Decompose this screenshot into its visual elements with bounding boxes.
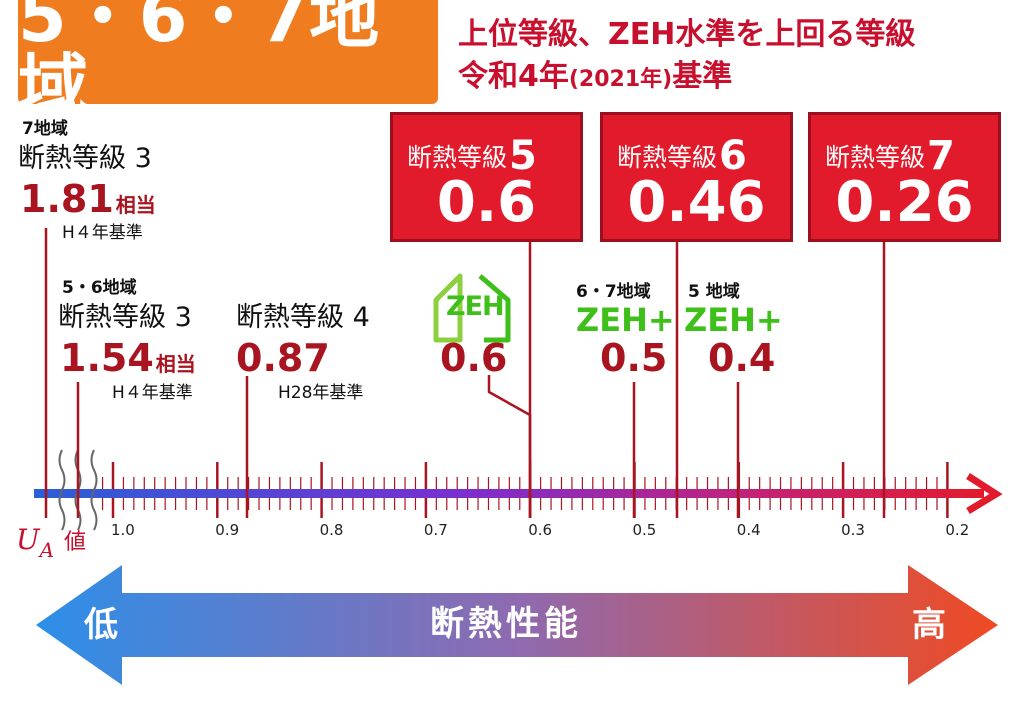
r7-value: 1.81 相当 [20,180,156,218]
zeh67-label: ZEH+ [576,301,675,339]
grade-box-5-title: 断熱等級5 [407,133,537,179]
r56-value: 1.54 相当 [60,339,196,377]
pointer-lines [44,228,886,518]
grade-box-5-number: 5 [509,133,537,179]
ua-axis-arrowhead [966,473,1003,514]
zeh-value: 0.6 [440,336,508,380]
grade-box-5-value: 0.6 [436,170,537,235]
grade-box-6: 断熱等級6 0.46 [600,112,793,242]
axis-tick-label: 1.0 [111,521,135,539]
zeh5-value: 0.4 [708,336,776,380]
axis-tick-label: 0.5 [632,521,657,539]
grade-box-7-label: 断熱等級 [825,143,926,172]
grade-box-5: 断熱等級5 0.6 [390,112,583,242]
grade-box-6-value: 0.46 [627,170,766,235]
grade-box-6-label: 断熱等級 [617,143,718,172]
zeh-house-icon [433,273,511,343]
performance-arrow [36,565,998,685]
ua-symbol-main: U [16,523,40,556]
ua-suffix: 値 [64,530,87,555]
r7-region: 7地域 [22,119,68,139]
axis-tick-label: 0.9 [215,521,240,539]
header-line-2: 令和4年(2021年)基準 [458,62,732,92]
axis-tick-label: 0.7 [423,521,448,539]
grade-box-7-value: 0.26 [835,170,974,235]
axis-tick-label: 0.2 [945,521,970,539]
header-line-2-paren: (2021年) [568,67,673,92]
zeh67-value: 0.5 [600,336,668,380]
grade-box-5-label: 断熱等級 [407,143,508,172]
axis-tick-label: 0.3 [841,521,865,539]
header-line-1: 上位等級、ZEH水準を上回る等級 [458,17,916,52]
grade-box-6-number: 6 [719,133,747,179]
zeh67-region: 6・7地域 [576,282,651,302]
r56-value-number: 1.54 [60,336,154,380]
r56-value-suffix: 相当 [155,352,196,376]
ua-symbol-sub: A [39,538,55,562]
ua-axis [34,489,984,498]
perf-center-label: 断熱性能 [430,604,582,644]
r7-value-number: 1.81 [20,177,114,221]
g4-standard: H28年基準 [278,383,364,403]
r56-region: 5・6地域 [62,278,137,298]
r7-value-suffix: 相当 [115,193,156,217]
r7-grade: 断熱等級 3 [18,143,152,174]
g4-value: 0.87 [236,336,330,380]
axis-tick-label: 0.8 [319,521,344,539]
grade-box-7-number: 7 [927,133,955,179]
grade-box-7-title: 断熱等級7 [825,133,955,179]
grade-box-6-title: 断熱等級6 [617,133,747,179]
region-badge-text: 5・6・7地域 [18,0,381,128]
zeh5-region: 5 地域 [688,282,740,302]
r56-standard: H４年基準 [112,383,193,403]
r56-grade: 断熱等級 3 [58,302,192,333]
ua-symbol: UA [16,523,55,562]
zeh-logo-text: ZEH [446,291,505,322]
g4-grade: 断熱等級 4 [236,302,370,333]
region-badge: 5・6・7地域 [18,0,438,122]
perf-high-label: 高 [912,605,946,645]
zeh5-label: ZEH+ [684,301,783,339]
header-line-2-tail: 基準 [672,59,733,94]
perf-low-label: 低 [84,605,118,645]
axis-tick-label: 0.4 [736,521,761,539]
grade-box-7: 断熱等級7 0.26 [808,112,1001,242]
r7-standard: H４年基準 [62,223,143,243]
header-line-2-main: 令和4年 [458,59,569,94]
axis-tick-label: 0.6 [528,521,553,539]
